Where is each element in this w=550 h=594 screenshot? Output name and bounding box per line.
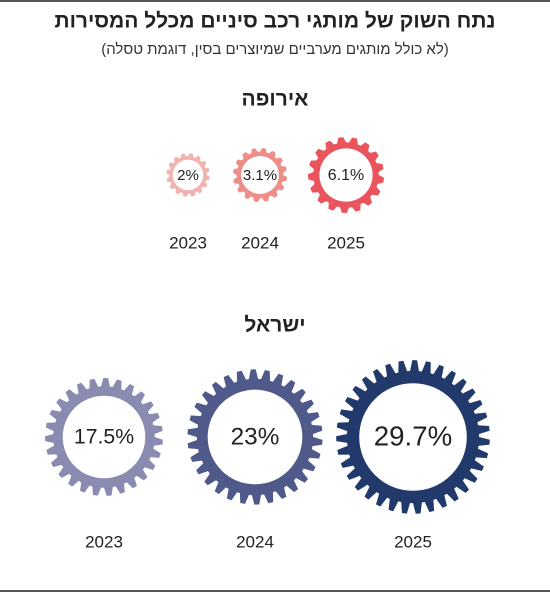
year-label: 2023 (85, 532, 123, 551)
gear-hole (62, 395, 146, 479)
value-label: 23% (231, 423, 280, 450)
panel-heading: אירופה (242, 88, 309, 111)
chart-title: נתח השוק של מותגי רכב סיניים מכלל המסירו… (55, 10, 496, 33)
gear-hole (241, 156, 279, 194)
year-label: 2023 (169, 233, 207, 252)
year-label: 2025 (394, 532, 432, 551)
gear-hole (359, 383, 467, 491)
value-label: 2% (177, 167, 199, 184)
value-label: 17.5% (74, 426, 134, 449)
year-label: 2025 (327, 233, 365, 252)
chart-subtitle: (לא כולל מותגים מערביים שמיוצרים בסין, ד… (101, 41, 449, 58)
year-label: 2024 (236, 532, 274, 551)
year-label: 2024 (241, 233, 279, 252)
value-label: 3.1% (243, 167, 277, 184)
value-label: 6.1% (328, 167, 364, 184)
value-label: 29.7% (374, 420, 452, 451)
gear-hole (207, 389, 303, 485)
panel-heading: ישראל (244, 314, 305, 337)
gear-hole (319, 148, 373, 202)
gear-hole (172, 159, 204, 191)
